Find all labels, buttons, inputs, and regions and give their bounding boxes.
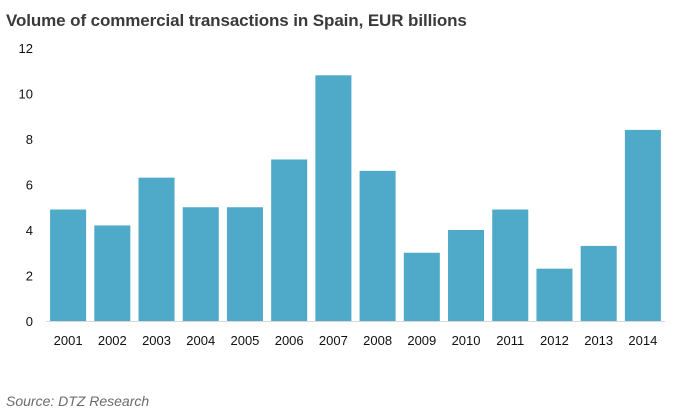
y-tick-label-10: 10 — [19, 87, 33, 102]
y-tick-label-12: 12 — [19, 41, 33, 56]
bar-2005 — [226, 207, 263, 321]
bar-2013 — [580, 245, 617, 321]
bar-2010 — [448, 230, 485, 321]
x-tick-label-2012: 2012 — [540, 333, 569, 348]
x-tick-label-2013: 2013 — [584, 333, 613, 348]
bar-2008 — [359, 170, 396, 321]
bar-2001 — [50, 209, 87, 321]
bar-2003 — [138, 177, 175, 321]
x-tick-label-2006: 2006 — [275, 333, 304, 348]
x-tick-label-2007: 2007 — [319, 333, 348, 348]
x-tick-label-2014: 2014 — [628, 333, 657, 348]
bar-2002 — [94, 225, 131, 321]
y-axis-ticks: 0 2 4 6 8 10 12 — [19, 41, 33, 329]
x-tick-label-2003: 2003 — [142, 333, 171, 348]
bar-2014 — [624, 129, 661, 321]
chart-title: Volume of commercial transactions in Spa… — [6, 11, 467, 30]
bar-2007 — [315, 75, 352, 321]
x-tick-label-2001: 2001 — [54, 333, 83, 348]
y-tick-label-4: 4 — [26, 223, 33, 238]
x-tick-label-2010: 2010 — [452, 333, 481, 348]
x-tick-label-2002: 2002 — [98, 333, 127, 348]
source-note: Source: DTZ Research — [6, 393, 150, 409]
bars-layer — [50, 75, 661, 321]
y-tick-label-2: 2 — [26, 269, 33, 284]
x-axis-ticks: 2001 2002 2003 2004 2005 2006 2007 2008 2009 2010… — [54, 333, 658, 348]
x-tick-label-2008: 2008 — [363, 333, 392, 348]
x-tick-label-2009: 2009 — [407, 333, 436, 348]
x-tick-label-2011: 2011 — [496, 333, 524, 348]
bar-2012 — [536, 268, 573, 321]
y-tick-label-6: 6 — [26, 178, 33, 193]
bar-2006 — [271, 159, 308, 321]
bar-2004 — [182, 207, 219, 321]
y-tick-label-8: 8 — [26, 132, 33, 147]
x-tick-label-2005: 2005 — [230, 333, 259, 348]
y-tick-label-0: 0 — [26, 314, 33, 329]
bar-2011 — [492, 209, 529, 321]
bar-2009 — [403, 252, 440, 321]
x-tick-label-2004: 2004 — [186, 333, 215, 348]
